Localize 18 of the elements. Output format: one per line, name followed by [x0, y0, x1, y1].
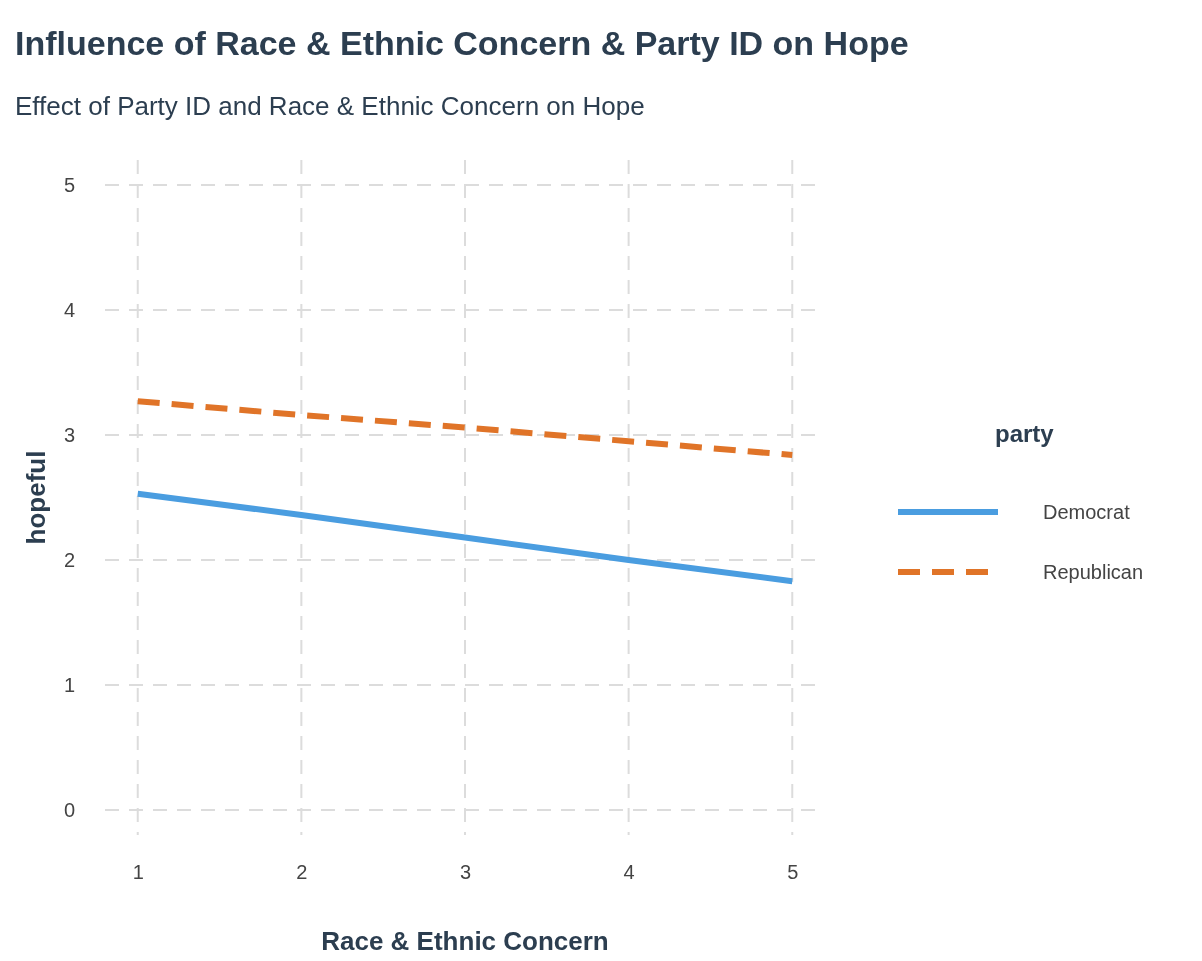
chart-subtitle: Effect of Party ID and Race & Ethnic Concern on Hope [15, 91, 645, 121]
y-axis-title: hopeful [21, 450, 51, 545]
x-tick-label: 3 [459, 861, 472, 884]
legend-label: Democrat [1043, 501, 1131, 523]
chart-title: Influence of Race & Ethnic Concern & Party ID on Hope [15, 24, 909, 62]
legend-label: Republican [1043, 561, 1144, 583]
y-tick-label: 3 [63, 423, 75, 446]
y-tick-label: 2 [63, 548, 75, 571]
x-tick-label: 4 [623, 861, 635, 884]
x-axis-title: Race & Ethnic Concern [321, 926, 609, 956]
y-tick-label: 1 [63, 673, 75, 696]
legend-title: party [995, 420, 1055, 447]
x-tick-label: 2 [296, 861, 308, 884]
x-tick-label: 5 [787, 861, 799, 884]
y-tick-label: 5 [63, 173, 75, 196]
y-tick-label: 4 [63, 298, 75, 321]
x-tick-label: 1 [132, 861, 144, 884]
y-tick-label: 0 [63, 798, 75, 821]
